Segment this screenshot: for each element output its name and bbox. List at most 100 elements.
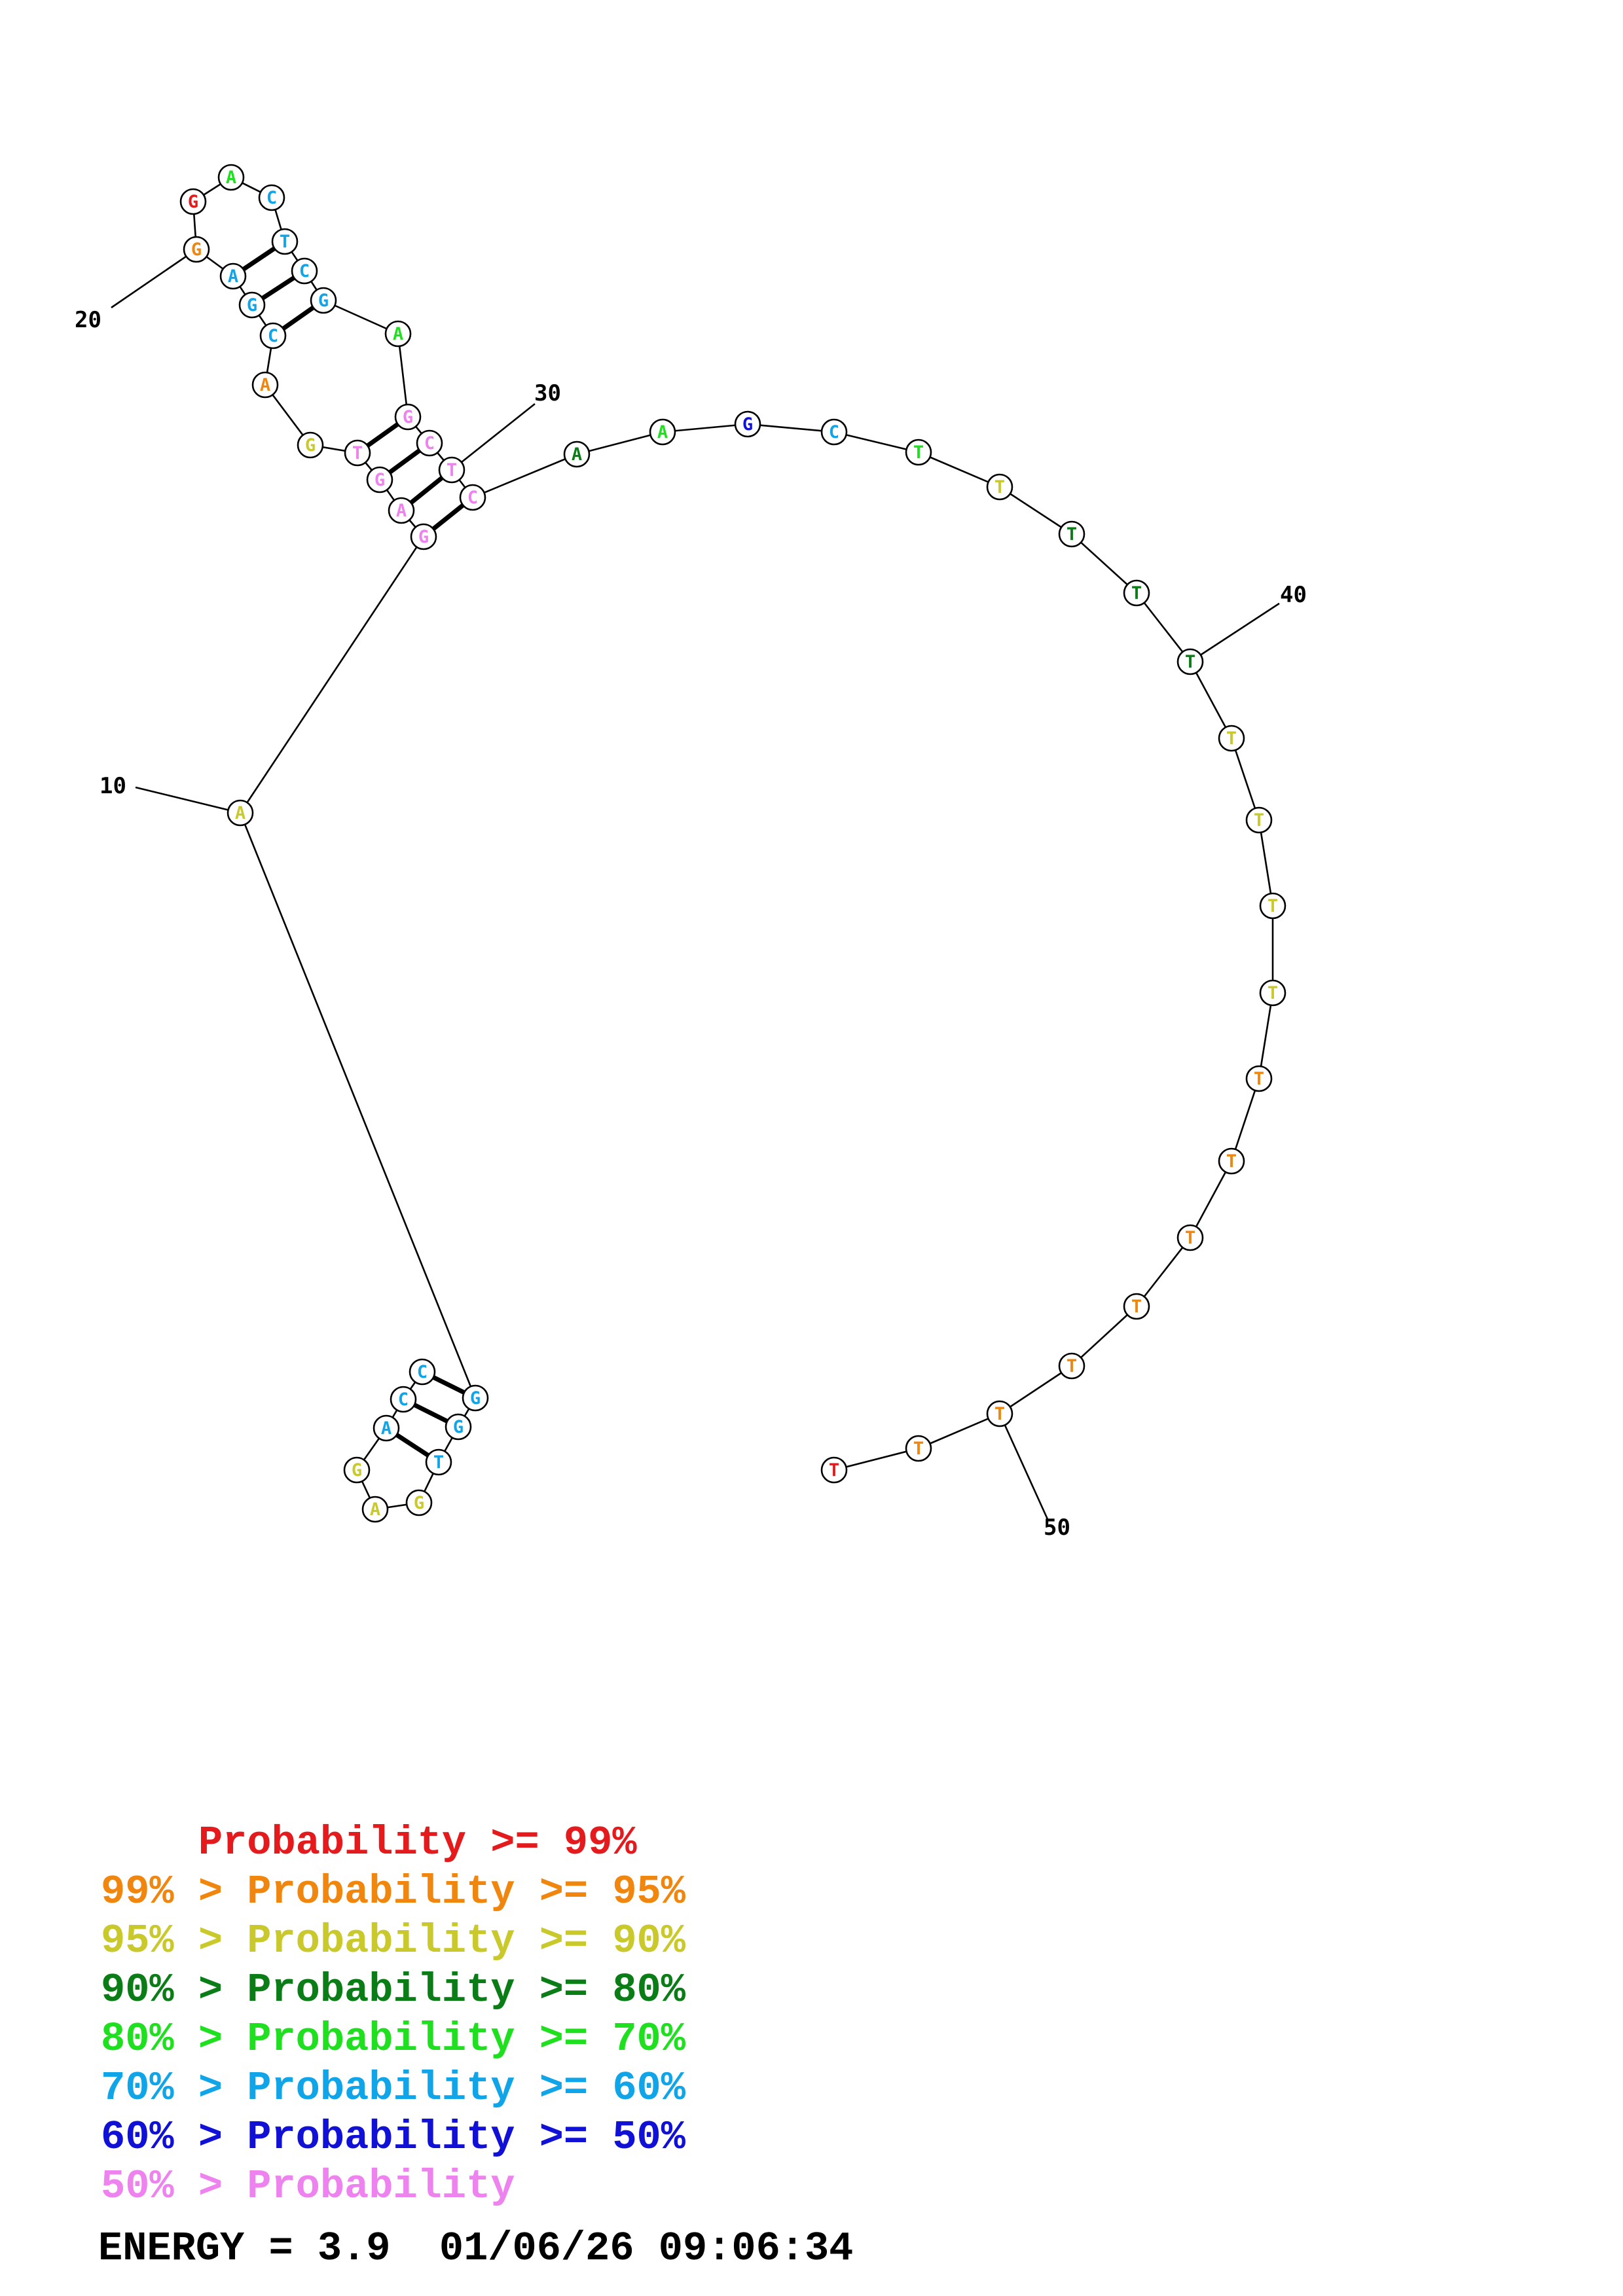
nucleotide-circle: [310, 287, 337, 314]
nucleotide-letter: G: [453, 1417, 464, 1437]
nucleotide-circle: [445, 1413, 472, 1441]
nucleotide-letter: T: [994, 1404, 1005, 1424]
nucleotide-2: C: [390, 1386, 417, 1413]
nucleotide-letter: G: [403, 407, 413, 427]
nucleotide-circle: [344, 439, 371, 467]
tick-label-30: 30: [534, 380, 561, 406]
backbone-segment: [1230, 1078, 1260, 1162]
tick-label-10: 10: [100, 773, 126, 799]
nucleotide-circle: [1123, 1293, 1150, 1320]
nucleotide-circle: [361, 1496, 389, 1523]
nucleotide-circle: [394, 403, 422, 431]
nucleotide-circle: [1259, 892, 1286, 920]
nucleotide-letter: T: [447, 460, 457, 480]
nucleotide-circle: [563, 440, 591, 468]
nucleotide-letter: G: [352, 1460, 362, 1480]
nucleotide-23: C: [258, 184, 285, 211]
nucleotide-circle: [291, 257, 318, 285]
nucleotide-25: C: [291, 257, 318, 285]
nucleotide-letter: G: [470, 1388, 481, 1408]
nucleotide-12: A: [388, 497, 415, 524]
nucleotide-letter: T: [1226, 728, 1237, 749]
nucleotide-30: T: [438, 456, 465, 484]
base-pair-bond: [409, 476, 444, 505]
nucleotide-circle: [217, 164, 245, 191]
nucleotide-letter: T: [1185, 652, 1195, 672]
nucleotide-circle: [438, 456, 465, 484]
backbone-segment: [1189, 661, 1233, 739]
base-pair-bonds: [242, 246, 465, 1458]
nucleotide-10: A: [227, 799, 254, 827]
nucleotide-letter: T: [829, 1460, 839, 1480]
base-pair-bond: [388, 448, 421, 475]
nucleotide-letter: C: [398, 1390, 409, 1410]
tick-line: [111, 248, 197, 309]
nucleotide-circle: [416, 429, 443, 457]
nucleotide-31: C: [459, 484, 486, 511]
nucleotide-circle: [366, 466, 393, 493]
nucleotide-33: A: [649, 418, 676, 446]
nucleotide-letter: T: [1254, 1069, 1264, 1089]
legend-line-plow: 50% > Probability: [101, 2163, 515, 2210]
tick-line: [135, 786, 241, 814]
nucleotide-17: C: [259, 322, 287, 350]
nucleotide-35: C: [820, 418, 848, 446]
nucleotide-34: G: [734, 410, 761, 438]
backbone-segment: [1071, 1306, 1137, 1367]
backbone-segment: [239, 812, 477, 1399]
nucleotide-circle: [986, 1400, 1013, 1427]
nucleotide-circle: [1176, 648, 1204, 675]
nucleotide-letter: A: [657, 422, 668, 442]
nucleotide-letter: C: [467, 488, 478, 508]
nucleotide-letter: G: [318, 291, 329, 311]
nucleotide-39: T: [1123, 579, 1150, 607]
nucleotide-letter: T: [913, 442, 924, 463]
legend-line-p80: 90% > Probability >= 80%: [101, 1967, 686, 2013]
legend-line-p70: 80% > Probability >= 70%: [101, 2016, 686, 2062]
nucleotide-11: G: [410, 523, 437, 550]
legend-line-p50: 60% > Probability >= 50%: [101, 2114, 686, 2161]
nucleotide-letter: T: [1067, 524, 1077, 545]
nucleotide-circle: [1058, 1352, 1085, 1380]
nucleotide-48: T: [1123, 1293, 1150, 1320]
nucleotide-circle: [388, 497, 415, 524]
nucleotide-49: T: [1058, 1352, 1085, 1380]
nucleotide-letter: G: [374, 470, 385, 490]
backbone-segment: [323, 299, 399, 335]
nucleotide-letter: T: [1226, 1151, 1237, 1172]
nucleotide-letter: T: [280, 232, 290, 252]
nucleotide-letter: A: [572, 444, 582, 465]
nucleotide-40: T: [1176, 648, 1204, 675]
nucleotide-letter: G: [188, 192, 198, 212]
nucleotide-20: G: [183, 236, 210, 263]
nucleotide-letter: T: [1131, 1297, 1142, 1317]
nucleotide-letter: G: [191, 240, 202, 260]
nucleotide-14: T: [344, 439, 371, 467]
nucleotide-letter: T: [913, 1439, 924, 1459]
backbone-segment: [747, 423, 835, 433]
nucleotide-letter: A: [370, 1499, 380, 1520]
nucleotide-circle: [1245, 806, 1273, 834]
nucleotide-letter: G: [418, 527, 429, 547]
nucleotide-18: G: [238, 291, 266, 319]
nucleotide-circle: [1058, 520, 1085, 548]
nucleotide-29: C: [416, 429, 443, 457]
nucleotide-42: T: [1245, 806, 1273, 834]
nucleotide-letter: T: [352, 443, 363, 463]
nucleotide-letter: C: [417, 1362, 428, 1382]
legend-line-p60: 70% > Probability >= 60%: [101, 2065, 686, 2111]
nucleotide-letter: C: [424, 433, 435, 454]
tick-label-20: 20: [75, 307, 101, 333]
nucleotide-circle: [238, 291, 266, 319]
tick-label-40: 40: [1280, 582, 1307, 608]
nucleotide-13: G: [366, 466, 393, 493]
nucleotide-16: A: [251, 371, 279, 399]
base-pair-bond: [413, 1403, 448, 1424]
nucleotide-letter: T: [994, 477, 1005, 497]
nucleotide-circle: [183, 236, 210, 263]
backbone-lines: [192, 176, 1274, 1511]
nucleotide-circle: [227, 799, 254, 827]
base-pair-bond: [282, 306, 315, 331]
